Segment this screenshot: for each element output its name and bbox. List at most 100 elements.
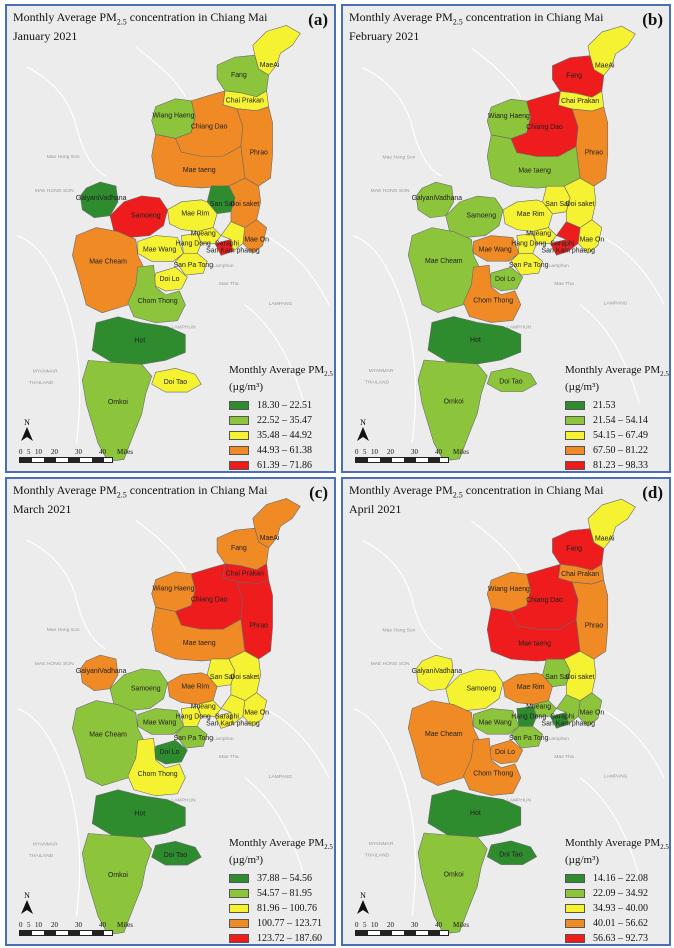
panel-title-line: Monthly Average PM2.5 concentration in C… [13,483,267,502]
legend-range: 61.39 – 71.86 [257,460,312,472]
legend-item: 44.93 – 61.38 [229,443,333,458]
legend-range: 40.01 – 56.62 [593,918,648,930]
scale-tick-label: 20 [387,921,394,929]
district-mae-rim[interactable] [167,199,218,232]
district-mae-rim[interactable] [502,672,553,705]
scale-unit: Miles [117,921,133,929]
district-chom-thong[interactable] [127,737,186,797]
district-doi-tao[interactable] [486,367,538,392]
district-omkoi[interactable] [417,832,488,935]
district-san-kam-phaeng[interactable] [220,221,246,252]
district-label-chiang-dao: Chiang Dao [526,597,563,604]
district-label-doi-tao: Doi Tao [499,379,522,386]
district-doi-tao[interactable] [151,841,202,866]
district-phrao[interactable] [236,106,273,187]
district-mae-rim[interactable] [167,672,218,705]
district-phrao[interactable] [236,579,273,660]
district-label-omkoi: Omkoi [108,399,128,406]
background-label: Lamphun [213,736,234,742]
district-label-hot: Hot [134,811,145,818]
scale-labels: 0 5 10 20 30 40 Miles [355,448,485,457]
background-road [362,540,443,650]
legend-item: 21.53 [565,398,669,413]
district-label-mae-on: Mae On [244,709,269,716]
map-panel-january: MAE HONG SON Mae Hong Son LAMPHUN LAMPANG Ma… [5,4,336,473]
scale-bar-graphic [19,457,113,463]
district-label-saraphi: Saraphi [550,240,574,247]
district-mae-wang[interactable] [473,235,520,262]
legend-title: Monthly Average PM2.5 (µg/m³) [229,364,333,394]
scale-bar: 0 5 10 20 30 40 Miles [19,448,149,463]
north-arrow-icon [357,900,369,914]
legend-title-text: Monthly Average PM [229,837,325,849]
scale-tick-label: 0 [355,921,359,929]
background-road [352,234,417,444]
district-label-san-sai: San Sai [210,674,235,681]
district-hot[interactable] [427,316,522,365]
district-chom-thong[interactable] [463,737,522,796]
background-label: LAMPHUN [507,324,532,330]
legend-swatch [229,461,249,471]
district-label-doi-lo: Doi Lo [160,749,180,756]
district-label-mae-taeng: Mae taeng [183,167,216,174]
background-label: Mae Hong Son [47,627,80,633]
district-hang-dong[interactable] [181,233,202,254]
background-label: MAE HONG SON [35,188,74,194]
district-doi-tao[interactable] [151,368,202,393]
legend-item: 21.54 – 54.14 [565,413,669,428]
legend-range: 123.72 – 187.60 [257,933,322,945]
scale-bar: 0 5 10 20 30 40 Miles [355,448,485,463]
district-hot[interactable] [427,789,522,838]
legend-item: 54.57 – 81.95 [229,886,333,901]
district-label-chiang-dao: Chiang Dao [191,124,228,131]
background-road [135,46,186,98]
district-chom-thong[interactable] [463,264,522,323]
district-san-kam-phaeng[interactable] [555,694,581,725]
district-omkoi[interactable] [82,833,153,935]
district-omkoi[interactable] [417,359,488,462]
district-chom-thong[interactable] [127,264,186,324]
legend-swatch [229,874,249,884]
district-mae-rim[interactable] [502,199,553,232]
district-label-doi-lo: Doi Lo [495,276,515,283]
district-hang-dong[interactable] [181,706,202,727]
district-hang-dong[interactable] [516,233,537,254]
legend-swatch [229,431,249,441]
district-label-phrao: Phrao [585,150,604,157]
district-label-fang: Fang [566,545,582,552]
district-label-saraphi: Saraphi [215,240,239,247]
background-label: LAMPANG [269,774,293,780]
legend-item: 81.96 – 100.76 [229,901,333,916]
background-label: MAE HONG SON [371,188,410,194]
district-omkoi[interactable] [82,360,153,462]
district-label-mueang: Mueang [191,704,216,711]
district-label-doi-lo: Doi Lo [160,276,180,283]
district-label-doi-saket: Doi saket [566,201,595,208]
district-hot[interactable] [91,789,186,838]
north-arrow-icon [21,900,33,914]
district-mae-wang[interactable] [473,708,520,735]
scale-bar-graphic [355,457,449,463]
district-label-mae-on: Mae On [580,236,605,243]
district-label-fang: Fang [566,72,582,79]
district-hang-dong[interactable] [516,706,537,727]
district-label-phrao: Phrao [585,623,604,630]
district-mae-wang[interactable] [137,235,184,262]
district-mae-wang[interactable] [137,708,184,735]
district-hot[interactable] [91,316,186,365]
north-arrow-icon [357,427,369,441]
background-label: Mae Hong Son [383,627,416,633]
district-san-kam-phaeng[interactable] [555,221,581,252]
district-label-maeai: MaeAi [260,535,280,542]
district-doi-tao[interactable] [486,840,538,865]
district-phrao[interactable] [571,579,609,660]
background-label: Mae Tha [554,754,574,760]
district-phrao[interactable] [571,106,609,187]
background-road [579,777,640,877]
legend-title: Monthly Average PM2.5 (µg/m³) [565,364,669,394]
district-label-omkoi: Omkoi [108,872,128,879]
background-label: LAMPANG [604,774,628,780]
district-san-kam-phaeng[interactable] [220,694,246,725]
district-label-samoeng: Samoeng [131,213,161,220]
choropleth-map: MAE HONG SON Mae Hong Son LAMPHUN LAMPANG Ma… [16,25,330,462]
